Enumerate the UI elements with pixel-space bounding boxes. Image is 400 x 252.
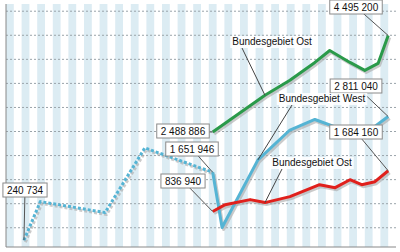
x-grid-stripe [100, 4, 108, 247]
name-leader [258, 105, 292, 160]
label-box [330, 79, 382, 93]
label-box [166, 142, 219, 156]
x-grid-stripe [131, 4, 139, 247]
y-grid-line [6, 35, 396, 36]
x-grid-stripe [115, 4, 123, 247]
name-backdrop [277, 93, 368, 105]
label-box [157, 124, 210, 138]
series-line [213, 117, 389, 228]
annotations: 240 734 1 651 946 2 811 040 2 488 886 4 495 … [3, 0, 388, 240]
label-box [3, 183, 47, 197]
label-box [330, 0, 383, 14]
data-label: 2 811 040 [334, 81, 378, 92]
series-name: Bundesgebiet Ost [232, 36, 312, 47]
y-grid-line [6, 107, 396, 108]
y-grid-line [6, 59, 396, 60]
label-box [161, 174, 205, 188]
name-backdrop [230, 36, 314, 48]
x-grid-stripe [6, 4, 14, 247]
data-label: 1 651 946 [170, 144, 215, 155]
name-leader [265, 169, 282, 203]
series-line [24, 148, 213, 240]
plot-area [24, 36, 390, 243]
x-axis [6, 247, 396, 248]
y-axis [6, 4, 7, 247]
label-box [330, 125, 383, 139]
series-line [213, 171, 389, 212]
x-grid-stripe [22, 4, 30, 247]
name-backdrop [270, 157, 354, 169]
series-name: Bundesgebiet West [279, 93, 366, 104]
label-leader [24, 190, 25, 240]
y-grid-line [6, 227, 396, 228]
data-label: 4 495 200 [334, 2, 379, 13]
chart: 240 734 1 651 946 2 811 040 2 488 886 4 495 … [0, 0, 400, 252]
y-grid-line [6, 203, 396, 204]
x-grid-stripe [146, 4, 154, 247]
x-grid-stripe [37, 4, 45, 247]
data-label: 1 684 160 [334, 127, 379, 138]
stripes [6, 4, 396, 247]
x-grid-stripe [53, 4, 61, 247]
line-shadow [214, 119, 390, 230]
name-leader [242, 48, 265, 95]
line-shadow [214, 38, 390, 135]
series-name: Bundesgebiet Ost [272, 157, 352, 168]
data-label: 2 488 886 [161, 126, 206, 137]
series-line [213, 36, 389, 133]
data-label: 240 734 [7, 185, 44, 196]
data-label: 836 940 [165, 176, 202, 187]
